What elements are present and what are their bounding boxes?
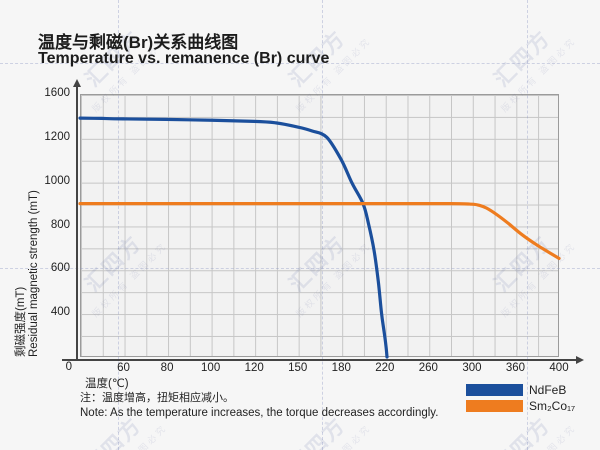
page-title-chinese: 温度与剩磁(Br)关系曲线图: [38, 33, 239, 52]
x-tick-label: 60: [117, 362, 130, 374]
legend-item: Sm₂Co₁₇: [466, 399, 576, 413]
plot-area-grid: [80, 94, 559, 357]
page-title-english: Temperature vs. remanence (Br) curve: [38, 50, 330, 67]
x-tick-label: 360: [505, 362, 526, 374]
x-tick-label: 150: [288, 362, 308, 374]
legend-label: Sm₂Co₁₇: [529, 399, 576, 413]
origin-tick-label: 0: [65, 361, 72, 373]
x-tick-label: 300: [462, 362, 482, 374]
curve-ndfeb: [78, 116, 389, 359]
legend-label: NdFeB: [529, 383, 567, 397]
x-tick-label: 80: [160, 362, 174, 374]
watermark-brand-text: 汇四方: [490, 26, 556, 92]
x-tick-label: 400: [549, 362, 569, 374]
y-tick-label: 1200: [44, 130, 70, 143]
x-tick-label: 100: [201, 362, 221, 374]
x-tick-label: 120: [244, 362, 264, 374]
x-tick-label: 260: [418, 362, 438, 374]
curve-canvas: [78, 116, 561, 359]
footnote-chinese: 注：温度增高，扭矩相应减小。: [80, 392, 234, 404]
x-tick-label: 180: [331, 362, 351, 374]
curve-sm2co17: [78, 201, 561, 260]
legend-item: NdFeB: [466, 383, 575, 397]
watermark-notice-text: 版权所有 盗图必究: [89, 421, 170, 450]
watermark-notice-text: 版权所有 盗图必究: [293, 421, 374, 450]
footnote-english: Note: As the temperature increases, the …: [80, 407, 439, 419]
x-axis-arrow-icon: [576, 356, 584, 364]
y-tick-label: 1600: [44, 87, 70, 99]
legend-swatch: [466, 384, 523, 396]
y-tick-label: 1000: [44, 174, 70, 187]
footnote: 注：温度增高，扭矩相应减小。 Note: As the temperature …: [80, 391, 438, 420]
watermark-notice-text: 版权所有 盗图必究: [498, 421, 579, 450]
y-axis-title-chinese: 剩磁强度(mT): [15, 286, 27, 357]
y-tick-label: 600: [50, 262, 70, 275]
y-axis-line: [76, 84, 78, 361]
x-tick-label: 220: [375, 362, 395, 374]
y-tick-label: 800: [50, 218, 70, 231]
chart-legend: NdFeB Sm₂Co₁₇: [466, 383, 576, 416]
x-axis-title: 温度(℃): [85, 378, 129, 390]
legend-swatch: [466, 400, 523, 412]
y-axis-arrow-icon: [73, 79, 81, 87]
x-axis-line: [62, 359, 577, 361]
y-tick-label: 400: [50, 306, 70, 319]
